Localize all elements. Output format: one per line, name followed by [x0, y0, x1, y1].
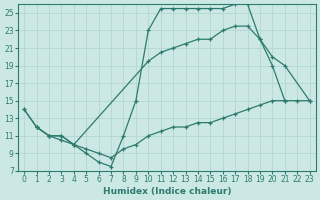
X-axis label: Humidex (Indice chaleur): Humidex (Indice chaleur): [103, 187, 231, 196]
